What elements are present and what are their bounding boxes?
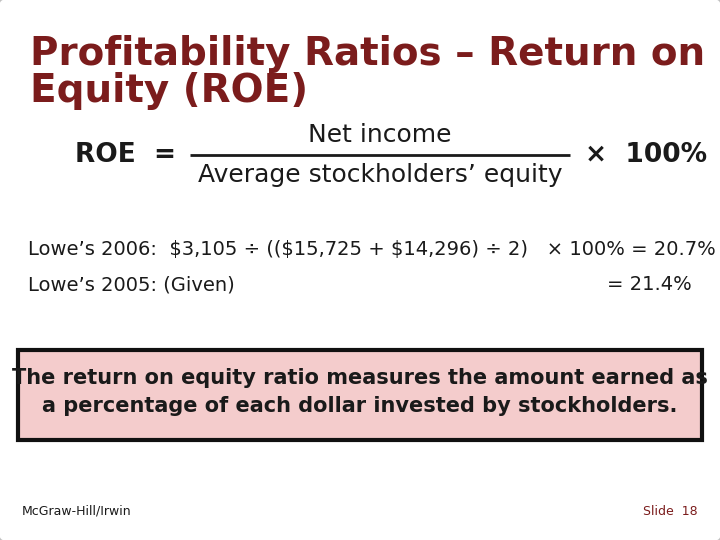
- FancyBboxPatch shape: [18, 350, 702, 440]
- Text: Slide  18: Slide 18: [644, 505, 698, 518]
- Text: The return on equity ratio measures the amount earned as: The return on equity ratio measures the …: [12, 368, 708, 388]
- Text: a percentage of each dollar invested by stockholders.: a percentage of each dollar invested by …: [42, 396, 678, 416]
- Text: Lowe’s 2006:  $3,105 ÷ (($15,725 + $14,296) ÷ 2)   × 100% = 20.7%: Lowe’s 2006: $3,105 ÷ (($15,725 + $14,29…: [28, 240, 716, 260]
- Text: ROE  =: ROE =: [75, 142, 176, 168]
- Text: Profitability Ratios – Return on: Profitability Ratios – Return on: [30, 35, 705, 73]
- Text: = 21.4%: = 21.4%: [607, 275, 692, 294]
- Text: McGraw-Hill/Irwin: McGraw-Hill/Irwin: [22, 505, 132, 518]
- Text: Equity (ROE): Equity (ROE): [30, 72, 308, 110]
- Text: Average stockholders’ equity: Average stockholders’ equity: [198, 163, 562, 187]
- Text: Net income: Net income: [308, 123, 451, 147]
- Text: Lowe’s 2005: (Given): Lowe’s 2005: (Given): [28, 275, 235, 294]
- Text: ×  100%: × 100%: [585, 142, 707, 168]
